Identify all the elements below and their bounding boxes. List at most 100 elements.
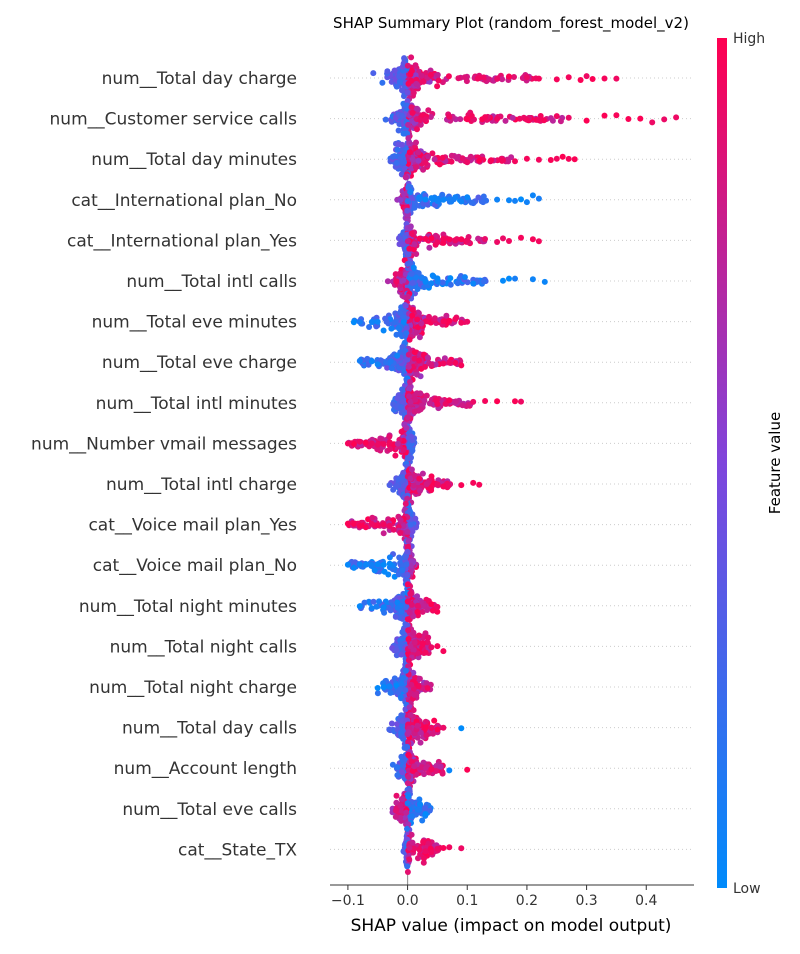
shap-point [389, 153, 396, 160]
shap-point [381, 609, 388, 616]
shap-point [412, 472, 418, 479]
shap-point [494, 196, 501, 203]
shap-point [447, 281, 454, 288]
shap-point [407, 712, 414, 718]
shap-point [431, 315, 438, 322]
shap-point [446, 113, 453, 120]
shap-point [386, 683, 393, 690]
shap-point [406, 406, 413, 413]
shap-point [435, 77, 442, 84]
feature-label: num__Total night charge [89, 678, 297, 698]
shap-point [386, 522, 393, 529]
feature-label: num__Total day minutes [91, 150, 297, 170]
feature-points [387, 130, 578, 181]
shap-point [374, 685, 381, 691]
shap-point [356, 603, 363, 610]
shap-point [422, 363, 428, 370]
shap-point [409, 839, 416, 846]
shap-point [424, 685, 431, 692]
shap-point [577, 77, 584, 83]
shap-point [402, 130, 409, 137]
shap-point [394, 395, 401, 402]
shap-point [398, 680, 405, 687]
shap-point [402, 553, 409, 560]
shap-point [454, 280, 461, 287]
shap-point [394, 482, 401, 489]
shap-point [446, 317, 453, 324]
shap-point [370, 70, 377, 77]
shap-point [445, 73, 452, 80]
shap-point [434, 71, 441, 78]
shap-point [448, 152, 455, 159]
shap-point [427, 67, 434, 74]
shap-point [386, 482, 393, 489]
shap-point [387, 446, 394, 453]
shap-point [414, 609, 421, 615]
shap-point [393, 278, 400, 285]
shap-point [529, 276, 536, 283]
shap-point [374, 690, 381, 697]
shap-point [399, 567, 406, 574]
shap-point [404, 89, 411, 96]
shap-point [467, 153, 474, 160]
shap-point [480, 278, 487, 285]
shap-point [408, 831, 415, 838]
shap-point [429, 272, 436, 279]
shap-point [448, 158, 455, 165]
shap-point [399, 141, 405, 148]
shap-point [565, 155, 572, 162]
shap-point [407, 590, 414, 597]
shap-point [397, 530, 404, 536]
shap-point [418, 320, 425, 327]
shap-point [401, 55, 408, 62]
shap-point [673, 114, 680, 121]
shap-point [440, 845, 447, 851]
shap-point [482, 114, 489, 121]
shap-point [506, 73, 512, 80]
shap-point [405, 729, 412, 736]
shap-point [416, 806, 423, 813]
shap-point [396, 325, 403, 332]
shap-point [388, 720, 395, 727]
shap-point [414, 593, 421, 600]
shap-point [405, 121, 412, 128]
shap-point [434, 83, 441, 90]
shap-point [404, 356, 411, 363]
shap-point [404, 528, 411, 535]
shap-point [423, 481, 430, 488]
feature-label: num__Total night minutes [79, 597, 297, 617]
x-axis-title: SHAP value (impact on model output) [351, 916, 672, 936]
shap-point [422, 804, 428, 811]
shap-point [407, 184, 414, 191]
shap-point [356, 357, 363, 364]
shap-point [404, 780, 411, 787]
shap-point [422, 235, 429, 242]
shap-point [408, 165, 415, 172]
feature-points [390, 363, 524, 425]
shap-point [398, 651, 405, 658]
shap-point [413, 251, 420, 257]
shap-point [416, 675, 423, 682]
shap-point [408, 230, 415, 237]
shap-point [390, 526, 397, 533]
shap-point [461, 274, 468, 281]
shap-point [500, 235, 506, 242]
shap-point [613, 75, 620, 82]
shap-point [400, 314, 407, 321]
shap-point [500, 157, 506, 164]
shap-point [416, 235, 423, 242]
shap-point [399, 112, 406, 119]
shap-point [416, 351, 423, 358]
feature-label: cat__State_TX [178, 840, 297, 860]
shap-point [506, 197, 512, 204]
shap-point [393, 83, 400, 90]
shap-point [373, 323, 380, 330]
shap-point [410, 89, 417, 96]
shap-point [386, 554, 393, 561]
shap-point [399, 796, 406, 802]
shap-point [398, 404, 405, 411]
shap-point [411, 408, 418, 415]
shap-point [366, 324, 373, 330]
shap-point [412, 72, 419, 79]
shap-point [416, 334, 423, 341]
